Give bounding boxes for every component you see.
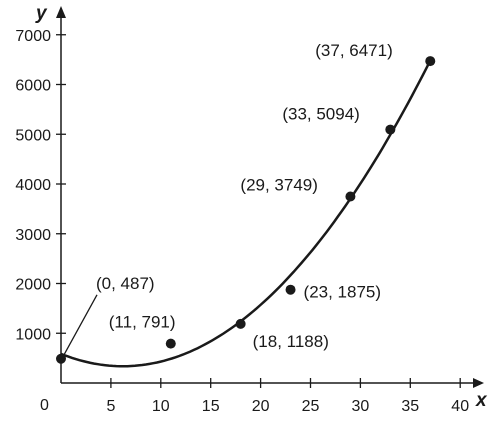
x-tick-label: 20 [252, 398, 270, 415]
y-tick-label: 5000 [15, 127, 51, 144]
y-tick-label: 7000 [15, 28, 51, 45]
regression-curve [60, 59, 432, 368]
data-label: (0, 487) [96, 274, 155, 293]
x-tick-label: 40 [451, 398, 469, 415]
axes [56, 6, 484, 388]
data-point [165, 338, 176, 349]
x-tick-label: 15 [202, 398, 220, 415]
y-tick-label: 4000 [15, 177, 51, 194]
x-axis-arrow [473, 378, 484, 388]
x-tick-label: 10 [152, 398, 170, 415]
data-point [285, 284, 296, 295]
point-labels: (0, 487) (11, 791) (18, 1188) (23, 1875) (29… [63, 41, 393, 356]
y-tick-label: 2000 [15, 277, 51, 294]
y-tick-label: 1000 [15, 326, 51, 343]
data-point [385, 124, 396, 135]
data-points [56, 56, 436, 364]
x-tick-label: 5 [106, 398, 115, 415]
data-label: (33, 5094) [282, 105, 360, 124]
x-axis-label: x [475, 390, 488, 411]
data-label: (11, 791) [109, 313, 176, 332]
y-axis-label: y [35, 3, 48, 24]
data-point [345, 191, 356, 202]
label-leader-line [63, 294, 98, 356]
data-point [235, 318, 246, 329]
y-tick-label: 6000 [15, 78, 51, 95]
data-label: (37, 6471) [315, 41, 393, 60]
x-tick-label: 25 [302, 398, 320, 415]
y-axis-arrow [56, 6, 66, 18]
data-label: (29, 3749) [240, 175, 317, 194]
data-label: (23, 1875) [304, 283, 382, 302]
x-tick-label: 35 [401, 398, 419, 415]
x-tick-label: 30 [352, 398, 370, 415]
origin-label: 0 [40, 397, 49, 414]
data-label: (18, 1188) [253, 332, 329, 351]
data-point [425, 56, 436, 67]
data-point [56, 353, 66, 364]
ticks: 5 10 15 20 25 30 35 40 1000 2000 3000 4000 5000 6000 7… [15, 28, 469, 415]
y-tick-label: 3000 [15, 227, 51, 244]
